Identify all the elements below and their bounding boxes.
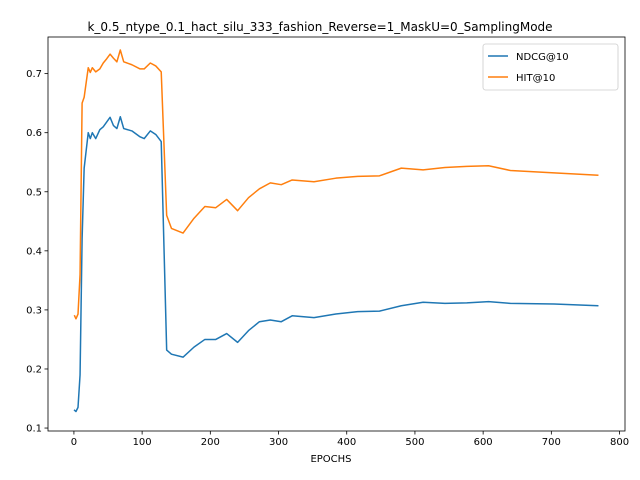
y-tick-label: 0.3: [26, 305, 42, 316]
x-tick-label: 600: [474, 437, 493, 448]
x-tick-label: 400: [337, 437, 356, 448]
x-tick-label: 300: [269, 437, 288, 448]
x-axis-label: EPOCHS: [310, 454, 351, 465]
x-tick-label: 200: [201, 437, 220, 448]
series-line-2: [73, 49, 599, 320]
y-tick-label: 0.2: [26, 364, 42, 375]
series-line-1: [73, 116, 599, 413]
y-tick-label: 0.1: [26, 424, 42, 435]
y-tick-label: 0.7: [26, 69, 42, 80]
legend-box: [482, 43, 619, 91]
legend: NDCG@10 HIT@10: [482, 43, 619, 91]
x-tick-label: 500: [405, 437, 424, 448]
legend-label-2: HIT@10: [516, 73, 555, 84]
y-tick-label: 0.6: [26, 128, 42, 139]
y-tick-label: 0.4: [26, 246, 42, 257]
chart-title: k_0.5_ntype_0.1_hact_silu_333_fashion_Re…: [87, 20, 552, 34]
x-tick-label: 100: [133, 437, 152, 448]
x-tick-label: 700: [542, 437, 561, 448]
legend-label-1: NDCG@10: [516, 52, 569, 63]
plot-frame: [47, 36, 626, 432]
y-tick-label: 0.5: [26, 187, 42, 198]
x-tick-label: 800: [610, 437, 629, 448]
x-tick-label: 0: [71, 437, 77, 448]
series-layer: [73, 49, 599, 413]
axes-layer: 0 100 200 300 400 500 600 700 800 0.1 0.2 0.3 0.4 0.5…: [26, 36, 629, 448]
